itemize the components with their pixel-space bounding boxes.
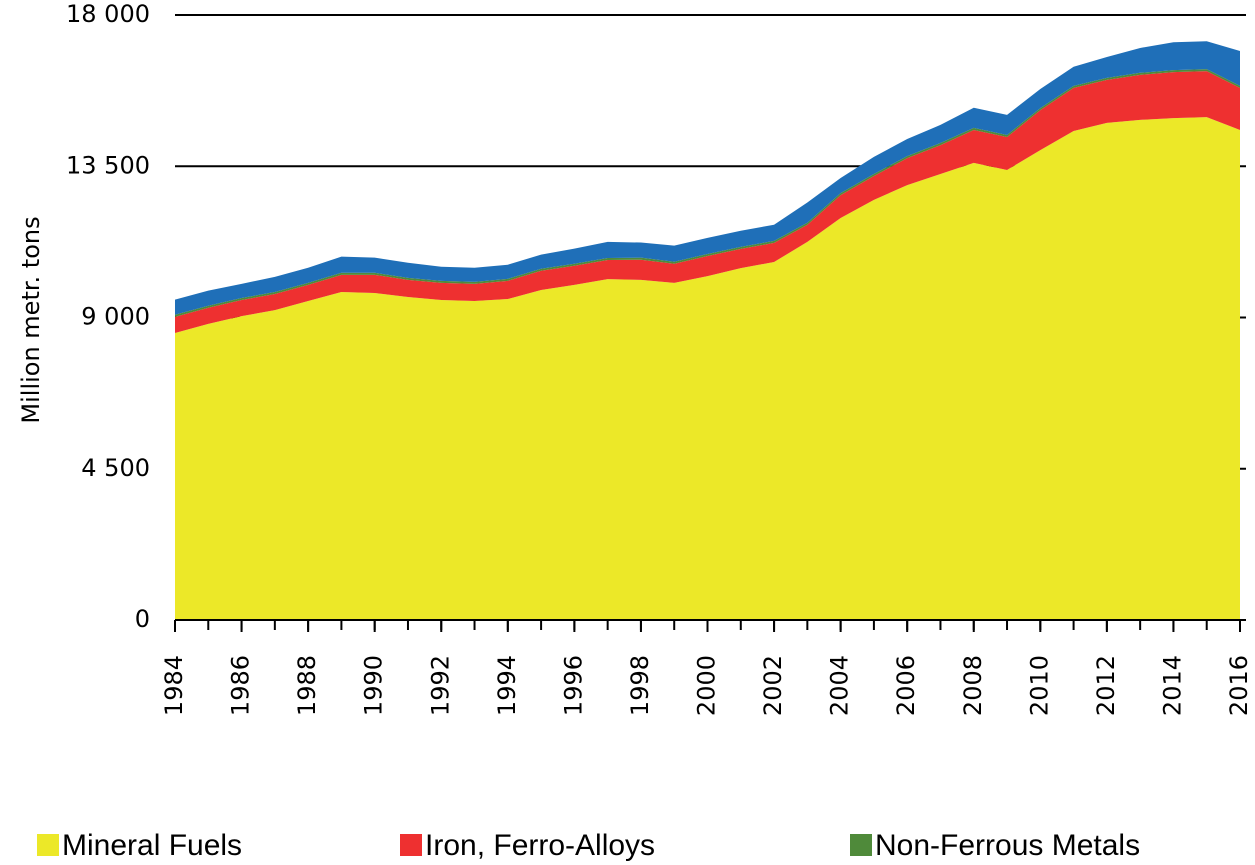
x-tick-label: 1990 <box>360 655 388 716</box>
legend-swatch <box>37 834 59 856</box>
x-tick-label: 2006 <box>892 655 920 716</box>
x-tick-label: 2012 <box>1092 655 1120 716</box>
x-tick-label: 2014 <box>1158 655 1186 716</box>
x-tick-label: 1996 <box>559 655 587 716</box>
x-tick-label: 1998 <box>626 655 654 716</box>
y-tick-label: 18 000 <box>66 0 150 28</box>
x-tick-label: 1988 <box>293 655 321 716</box>
legend-swatch <box>400 834 422 856</box>
y-tick-label: 13 500 <box>66 151 150 179</box>
x-tick-label: 2002 <box>759 655 787 716</box>
legend-label: Non-Ferrous Metals <box>875 829 1140 862</box>
legend-swatch <box>850 834 872 856</box>
x-tick-label: 1984 <box>160 655 188 716</box>
y-axis-label: Million metr. tons <box>17 216 45 423</box>
area <box>175 117 1240 620</box>
y-tick-label: 0 <box>135 605 150 633</box>
x-tick-label: 2000 <box>693 655 721 716</box>
area <box>175 71 1240 333</box>
legend-label: Iron, Ferro-Alloys <box>425 829 655 862</box>
y-tick-label: 4 500 <box>81 454 150 482</box>
area <box>175 41 1240 315</box>
x-tick-label: 2008 <box>959 655 987 716</box>
x-tick-label: 1994 <box>493 655 521 716</box>
x-tick-label: 2016 <box>1225 655 1253 716</box>
y-tick-label: 9 000 <box>81 303 150 331</box>
x-tick-label: 1992 <box>426 655 454 716</box>
legend-label: Mineral Fuels <box>62 829 242 862</box>
x-tick-label: 2010 <box>1025 655 1053 716</box>
x-tick-label: 2004 <box>826 655 854 716</box>
area <box>175 69 1240 317</box>
x-tick-label: 1986 <box>227 655 255 716</box>
